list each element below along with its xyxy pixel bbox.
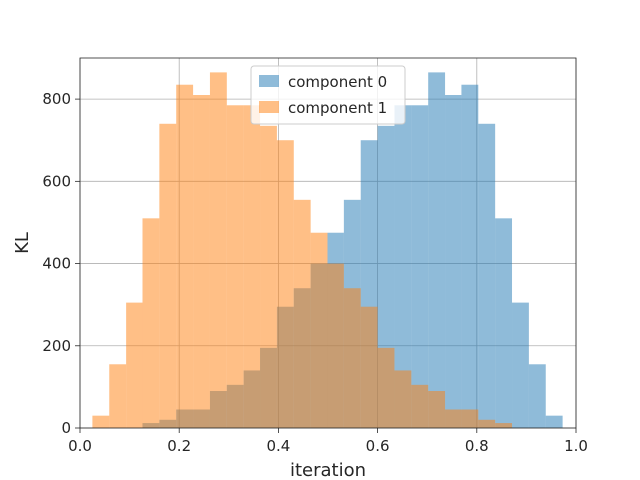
bar-series-1 (92, 415, 110, 428)
x-tick-label: 0.0 (68, 437, 92, 455)
bar-series-1 (293, 199, 311, 428)
bar-series-1 (142, 218, 160, 428)
bar-series-0 (411, 105, 429, 429)
bar-series-1 (260, 125, 277, 428)
bar-series-0 (545, 415, 563, 428)
y-tick-label: 800 (42, 90, 71, 108)
bar-series-1 (209, 72, 227, 428)
bar-series-1 (445, 409, 462, 428)
bar-series-1 (243, 105, 261, 429)
bar-series-1 (126, 302, 143, 428)
bar-series-0 (478, 123, 496, 429)
x-tick-label: 1.0 (564, 437, 588, 455)
bar-series-0 (512, 302, 529, 428)
legend-label-0: component 0 (288, 73, 387, 91)
bar-series-1 (176, 84, 194, 428)
bar-series-0 (428, 72, 446, 428)
bar-series-1 (343, 288, 361, 428)
bar-series-1 (159, 123, 177, 429)
bar-series-1 (276, 140, 294, 428)
bar-series-0 (528, 364, 546, 428)
bar-series-1 (461, 409, 479, 428)
bar-series-1 (360, 306, 378, 428)
bar-series-1 (478, 419, 496, 428)
bar-series-0 (495, 218, 513, 428)
bar-series-1 (377, 347, 395, 428)
bar-series-1 (226, 105, 244, 429)
histogram-bars (92, 72, 563, 429)
y-tick-label: 0 (61, 419, 71, 437)
legend-swatch-1 (259, 101, 279, 113)
bar-series-1 (495, 423, 513, 428)
bar-series-0 (445, 95, 462, 428)
legend-label-1: component 1 (288, 99, 387, 117)
bar-series-1 (327, 263, 344, 428)
bar-series-0 (394, 105, 412, 429)
bar-series-1 (109, 364, 127, 428)
x-axis-ticks: 0.0 0.2 0.4 0.6 0.8 1.0 (68, 428, 588, 455)
legend-swatch-0 (259, 75, 279, 87)
y-tick-label: 600 (42, 172, 71, 190)
bar-series-1 (193, 95, 210, 428)
x-tick-label: 0.8 (465, 437, 489, 455)
y-axis-ticks: 0 200 400 600 800 (42, 90, 80, 437)
bar-series-0 (461, 84, 479, 428)
bar-series-1 (310, 232, 328, 428)
legend: component 0 component 1 (250, 65, 406, 125)
y-axis-label: KL (12, 232, 33, 254)
x-tick-label: 0.2 (167, 437, 191, 455)
plot-area-frame (79, 57, 577, 429)
x-tick-label: 0.6 (366, 437, 390, 455)
bar-series-1 (428, 391, 446, 428)
bar-series-1 (411, 384, 429, 428)
x-tick-label: 0.4 (266, 437, 290, 455)
y-tick-label: 400 (42, 255, 71, 273)
bar-series-1 (394, 370, 412, 428)
y-tick-label: 200 (42, 337, 71, 355)
x-axis-label: iteration (290, 460, 366, 480)
legend-box (250, 65, 406, 125)
